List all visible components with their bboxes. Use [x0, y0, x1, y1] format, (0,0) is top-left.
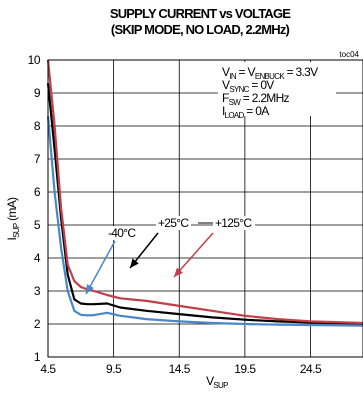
x-tick-label: 9.5: [106, 362, 122, 376]
y-tick-label: 5: [34, 218, 41, 232]
conditions-box: [218, 62, 336, 116]
annotation-bg: [156, 216, 191, 230]
y-tick-label: 7: [34, 152, 41, 166]
figure-code: toc04: [339, 50, 359, 59]
plot-frame: [47, 59, 363, 358]
y-tick-label: 9: [34, 86, 41, 100]
condition-line: ILOAD = 0A: [222, 104, 269, 120]
annotation-bg: [106, 226, 141, 240]
condition-line: VIN = VENBUCK = 3.3V: [222, 65, 318, 81]
arrow-minus40: [85, 240, 116, 295]
annotation-bg: [213, 216, 255, 230]
condition-line: VSYNC = 0V: [222, 78, 274, 94]
arrow-plus125-head: [174, 267, 183, 277]
y-tick-label: 10: [28, 53, 41, 67]
y-tick-label: 6: [34, 185, 41, 199]
y-tick-label: 1: [34, 350, 41, 364]
arrow-plus25-head: [130, 258, 139, 268]
series-line: [46, 82, 363, 325]
condition-line: FSW = 2.2MHz: [222, 91, 290, 107]
y-tick-label: 3: [34, 284, 41, 298]
arrow-plus125: [173, 232, 214, 278]
x-tick-label: 24.5: [300, 362, 322, 376]
y-axis-label: ISUP (mA): [5, 197, 21, 241]
y-tick-label: 4: [34, 251, 41, 265]
series-annotation: +125°C: [215, 216, 252, 230]
chart-title: SUPPLY CURRENT vs VOLTAGE: [109, 6, 291, 21]
y-tick-label: 8: [34, 119, 41, 133]
y-tick-label: 2: [34, 317, 41, 331]
x-tick-label: 14.5: [169, 362, 191, 376]
series-annotation: +25°C: [158, 216, 189, 230]
x-axis-label: VSUP: [206, 374, 228, 390]
x-tick-label: 4.5: [40, 362, 56, 376]
series-annotation: -40°C: [108, 226, 136, 240]
series-line: [46, 116, 363, 327]
arrow-minus40-head: [86, 284, 94, 294]
series-line: [46, 59, 363, 325]
chart-subtitle: (SKIP MODE, NO LOAD, 2.2MHz): [110, 22, 290, 37]
x-tick-label: 19.5: [234, 362, 256, 376]
